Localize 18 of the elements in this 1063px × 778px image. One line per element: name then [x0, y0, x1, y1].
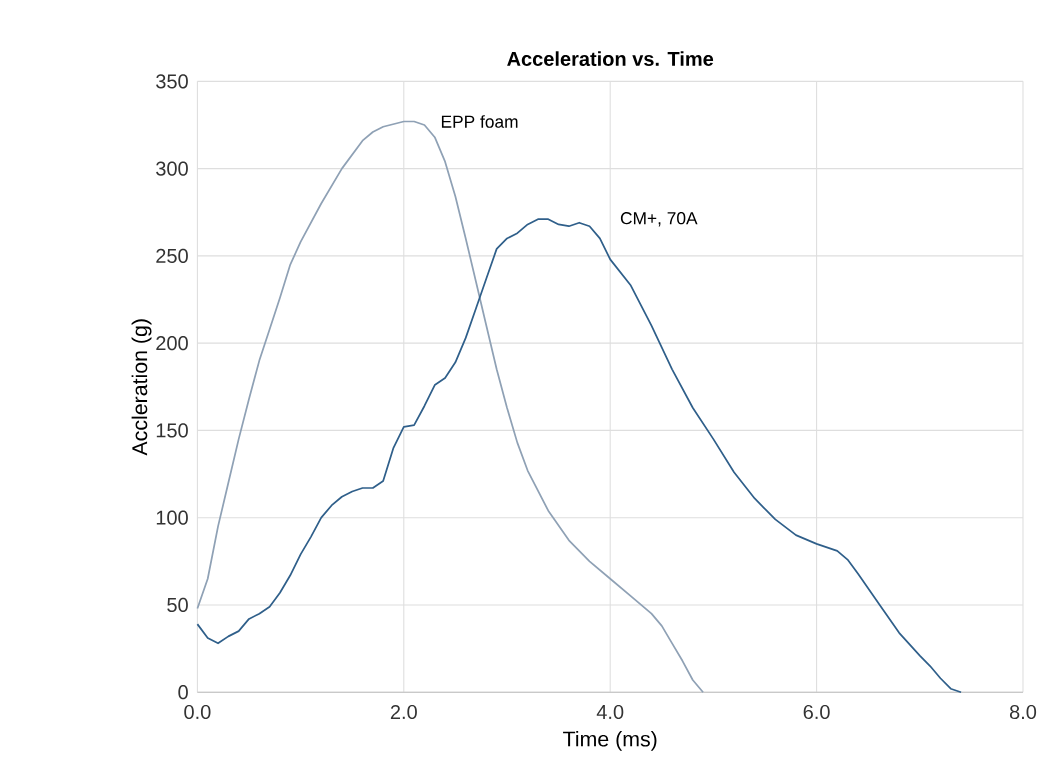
y-tick-label: 200: [156, 336, 188, 351]
series-label: EPP foam: [441, 115, 518, 129]
y-tick-label: 250: [156, 249, 188, 264]
chart-title: Acceleration vs. Time: [507, 51, 714, 67]
y-tick-label: 300: [156, 161, 188, 176]
x-tick-label: 0.0: [184, 705, 211, 720]
y-axis-title: Accleration (g): [131, 319, 152, 456]
series-label: CM+, 70A: [620, 212, 698, 227]
y-tick-label: 150: [156, 423, 188, 438]
x-tick-label: 2.0: [390, 705, 417, 720]
x-tick-label: 8.0: [1009, 705, 1037, 720]
y-tick-label: 350: [156, 74, 188, 89]
x-tick-label: 4.0: [596, 705, 624, 720]
y-tick-label: 0: [178, 685, 188, 700]
y-tick-label: 100: [156, 510, 188, 525]
x-tick-label: 6.0: [803, 705, 830, 720]
y-tick-label: 50: [167, 598, 188, 613]
x-axis-title: Time (ms): [563, 731, 657, 751]
